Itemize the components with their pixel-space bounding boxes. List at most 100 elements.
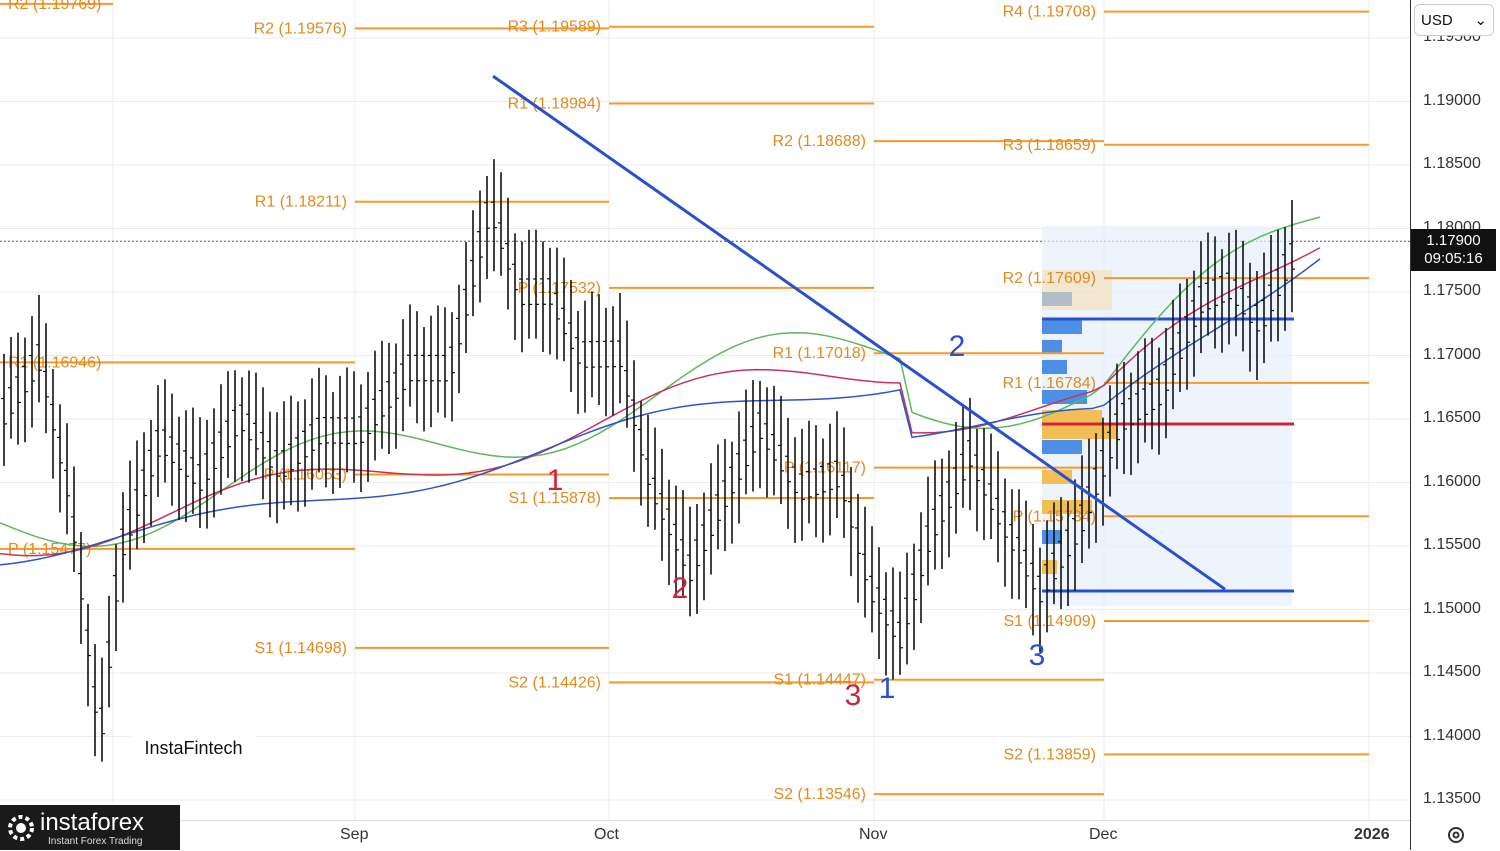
ohlc-bar bbox=[505, 197, 511, 310]
ohlc-bar bbox=[344, 367, 350, 473]
brand-name: instaforex bbox=[40, 809, 145, 836]
brand-gear-icon bbox=[8, 815, 34, 841]
ohlc-bar bbox=[71, 466, 77, 573]
y-tick-label: 1.18500 bbox=[1423, 155, 1481, 172]
ohlc-bar bbox=[869, 526, 875, 633]
ohlc-bar bbox=[113, 544, 119, 652]
ohlc-bar bbox=[176, 416, 182, 521]
ohlc-bar bbox=[967, 397, 973, 511]
ohlc-bar bbox=[274, 412, 280, 524]
ohlc-bar bbox=[302, 399, 308, 507]
ohlc-bar bbox=[1191, 270, 1197, 377]
ohlc-bar bbox=[1268, 235, 1274, 342]
ohlc-bar bbox=[792, 437, 798, 543]
ohlc-bar bbox=[120, 492, 126, 603]
ohlc-bar bbox=[897, 571, 903, 675]
ohlc-bar bbox=[1114, 363, 1120, 470]
pivot-label: S2 (1.13859) bbox=[1003, 746, 1096, 763]
ohlc-bar bbox=[1282, 227, 1288, 331]
ohlc-bar bbox=[1023, 500, 1029, 609]
ohlc-bar bbox=[477, 190, 483, 303]
ohlc-bar bbox=[834, 411, 840, 519]
ohlc-bar bbox=[1219, 249, 1225, 353]
ohlc-bar bbox=[757, 380, 763, 489]
ohlc-bar bbox=[904, 552, 910, 665]
y-tick-label: 1.14000 bbox=[1423, 726, 1481, 744]
ohlc-bar bbox=[421, 327, 427, 432]
ohlc-bar bbox=[393, 343, 399, 449]
ohlc-bar bbox=[407, 304, 413, 407]
ohlc-bar bbox=[330, 392, 336, 494]
ohlc-bar bbox=[1093, 433, 1099, 543]
last-price-value: 1.17900 bbox=[1426, 232, 1481, 249]
x-tick-label: Dec bbox=[1089, 826, 1118, 843]
ohlc-bar bbox=[631, 360, 637, 472]
ohlc-bar bbox=[358, 384, 364, 493]
ohlc-bar bbox=[190, 407, 196, 514]
ohlc-bar bbox=[99, 657, 105, 762]
ohlc-bar bbox=[22, 337, 28, 443]
ohlc-bar bbox=[673, 485, 679, 597]
ohlc-bar bbox=[715, 444, 721, 550]
brand-tagline: Instant Forex Trading bbox=[48, 836, 143, 847]
ohlc-bar bbox=[953, 422, 959, 534]
ohlc-bar bbox=[1275, 229, 1281, 342]
price-axis[interactable]: 1.13500 1.14000 1.14500 1.15000 1.15500 1.160… bbox=[1410, 0, 1500, 850]
ohlc-bar bbox=[554, 247, 560, 360]
ohlc-bar bbox=[568, 279, 574, 393]
ohlc-bar bbox=[981, 428, 987, 541]
ohlc-bar bbox=[1107, 385, 1113, 497]
y-tick-label: 1.15500 bbox=[1423, 536, 1481, 553]
ohlc-bar bbox=[29, 316, 35, 428]
ohlc-bar bbox=[337, 375, 343, 488]
ohlc-bar bbox=[1044, 520, 1050, 633]
settings-gear-icon[interactable] bbox=[1445, 824, 1467, 846]
ohlc-bar bbox=[218, 384, 224, 495]
ma-red-line bbox=[0, 247, 1321, 557]
ohlc-bar bbox=[379, 340, 385, 449]
ohlc-bar bbox=[169, 393, 175, 506]
moving-averages bbox=[0, 216, 1321, 566]
pivot-label: R2 (1.17609) bbox=[1003, 270, 1096, 287]
ohlc-bar bbox=[470, 210, 476, 317]
y-tick-label: 1.17000 bbox=[1423, 345, 1481, 363]
ohlc-bar bbox=[225, 371, 231, 478]
ohlc-bar bbox=[1135, 351, 1141, 464]
ohlc-bar bbox=[1177, 283, 1183, 392]
watermark: InstaFintech bbox=[131, 718, 256, 778]
ohlc-bar bbox=[50, 369, 56, 479]
ohlc-bar bbox=[547, 247, 553, 355]
ohlc-bar bbox=[239, 377, 245, 482]
ohlc-bar bbox=[148, 419, 154, 527]
ohlc-bar bbox=[1072, 479, 1078, 591]
wave-label: 3 bbox=[1029, 639, 1046, 672]
ohlc-bar bbox=[582, 300, 588, 413]
currency-select[interactable]: USD ⌄ bbox=[1414, 4, 1494, 36]
ohlc-bar bbox=[1289, 200, 1295, 313]
ohlc-bar bbox=[1254, 271, 1260, 380]
pivot-label: R1 (1.18984) bbox=[508, 96, 601, 113]
ohlc-bar bbox=[540, 241, 546, 353]
ohlc-bar bbox=[925, 476, 931, 586]
ohlc-bar bbox=[1205, 232, 1211, 336]
ohlc-bar bbox=[309, 378, 315, 490]
time-axis[interactable]: Sep Oct Nov Dec 2026 bbox=[0, 820, 1410, 851]
ohlc-bar bbox=[764, 387, 770, 498]
profile-bar bbox=[1042, 360, 1067, 374]
ohlc-bar bbox=[1, 353, 7, 466]
ohlc-bar bbox=[974, 428, 980, 532]
ohlc-bar bbox=[400, 319, 406, 432]
ohlc-bar bbox=[743, 389, 749, 495]
ohlc-bar bbox=[260, 387, 266, 500]
y-tick-label: 1.19000 bbox=[1423, 91, 1481, 109]
profile-bar bbox=[1042, 340, 1062, 354]
ohlc-bar bbox=[435, 305, 441, 413]
ohlc-bar bbox=[1079, 455, 1085, 563]
ohlc-bar bbox=[372, 350, 378, 461]
ohlc-bar bbox=[533, 229, 539, 339]
ohlc-bar bbox=[484, 176, 490, 279]
x-tick-label: 2026 bbox=[1354, 826, 1390, 843]
price-chart[interactable]: R2 (1.19769) R1 (1.16946) P (1.15477) R2 (1… bbox=[0, 0, 1410, 820]
ohlc-bar bbox=[862, 506, 868, 618]
profile-bar bbox=[1042, 270, 1112, 310]
